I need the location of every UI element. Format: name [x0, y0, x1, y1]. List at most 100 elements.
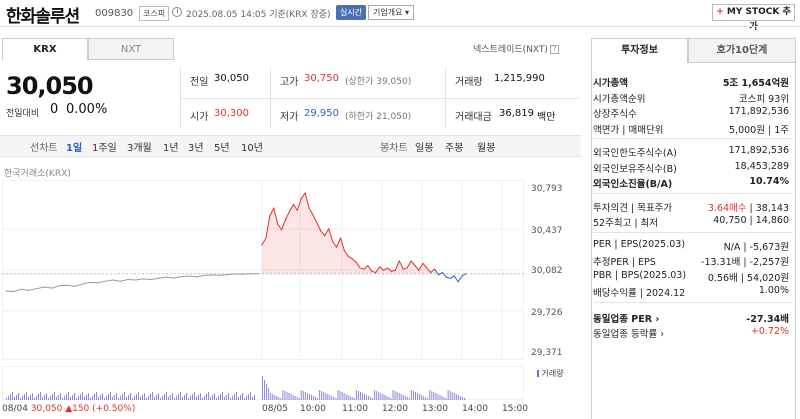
nextrade-label: 넥스트레이드(NXT): [473, 45, 548, 55]
range-3y[interactable]: 3년: [188, 143, 204, 154]
range-1w[interactable]: 1주일: [92, 143, 117, 154]
volume-bar: [98, 397, 99, 400]
series-today-segment: [414, 265, 420, 271]
range-1y[interactable]: 1년: [163, 143, 179, 154]
info-row-value: 171,892,536: [728, 106, 789, 117]
volume-bar: [347, 395, 349, 400]
volume-bar: [114, 395, 115, 400]
volume-bar: [86, 395, 87, 400]
volume-bar: [90, 398, 91, 400]
tab-nxt[interactable]: NXT: [88, 38, 174, 60]
volume-bar: [146, 398, 147, 400]
realtime-button[interactable]: 실시간: [336, 5, 367, 20]
volume-bar: [425, 397, 427, 400]
tab-invest-info[interactable]: 투자정보: [591, 38, 688, 63]
range-10y[interactable]: 10년: [241, 143, 263, 154]
y-tick-label: 30,793: [531, 184, 563, 194]
volume-bar: [394, 391, 396, 400]
volume-bar: [126, 397, 127, 400]
tab-orderbook[interactable]: 호가10단계: [688, 38, 796, 63]
data-point: [35, 288, 38, 290]
series-today-segment: [422, 262, 428, 269]
range-3m[interactable]: 3개월: [127, 143, 152, 154]
volume-bar: [150, 394, 151, 400]
series-today-segment: [398, 260, 404, 270]
series-today-segment: [332, 241, 337, 248]
series-today-segment: [406, 260, 412, 269]
volume-bar: [412, 391, 414, 400]
range-5y[interactable]: 5년: [214, 143, 230, 154]
header-divider: [0, 26, 800, 27]
data-point: [158, 277, 160, 279]
series-today-segment: [387, 267, 392, 272]
volume-bar: [359, 392, 361, 400]
price-chart[interactable]: [2, 180, 524, 360]
volume-bar: [443, 397, 445, 400]
data-point: [211, 274, 213, 276]
candle-monthly[interactable]: 월봉: [477, 143, 496, 154]
x-tick-label: 11:00: [342, 404, 368, 414]
volume-bar: [248, 394, 249, 400]
volume-bar: [288, 393, 290, 400]
volume-bar: [349, 396, 351, 400]
open-label: 시가: [190, 112, 209, 123]
data-point: [402, 268, 404, 270]
series-today-segment: [410, 260, 416, 266]
data-point: [465, 273, 467, 275]
volume-bar: [238, 397, 239, 400]
clock-icon: [172, 7, 182, 17]
info-row: 외국인보유주식수(B) 18,453,289: [593, 161, 793, 175]
info-row-value: 0.56배 | 54,020원: [707, 272, 789, 284]
data-point: [58, 285, 61, 287]
volume-bar: [196, 397, 197, 400]
info-row: 추정PER | EPS -13.31배 | -2,257원: [593, 254, 793, 268]
data-point: [343, 250, 345, 252]
volume-bar: [124, 392, 125, 400]
data-point: [135, 279, 137, 281]
data-point: [461, 275, 463, 277]
target-price: | 38,143: [746, 202, 789, 214]
volume-bar: [106, 396, 107, 400]
data-point: [234, 273, 236, 275]
volume-bar: [429, 390, 431, 400]
data-point: [296, 209, 298, 211]
volume-bar: [202, 398, 203, 400]
series-today-segment: [438, 272, 443, 276]
volume-bar: [353, 398, 355, 400]
volume-chart: [2, 366, 524, 400]
info-row-label: 추정PER | EPS: [593, 257, 656, 268]
help-icon[interactable]: ?: [549, 45, 559, 54]
volume-bar: [84, 397, 85, 400]
corp-overview-dropdown[interactable]: 기업개요 ▾: [368, 5, 414, 20]
data-point: [13, 290, 15, 293]
tab-krx[interactable]: KRX: [2, 38, 88, 60]
add-mystock-button[interactable]: + MY STOCK 추가: [712, 4, 795, 32]
data-point: [89, 281, 91, 283]
candle-weekly[interactable]: 주봉: [445, 143, 464, 154]
data-point: [181, 275, 183, 278]
volume-bar: [34, 398, 35, 400]
volume-bar: [308, 394, 310, 400]
prev-close-value: 30,050: [214, 73, 249, 84]
range-1d[interactable]: 1일: [66, 143, 83, 154]
low-label: 저가: [280, 112, 299, 123]
volume-bar: [453, 393, 455, 400]
volume-bar: [54, 392, 55, 400]
volume-bar: [58, 395, 59, 400]
volume-bar: [368, 396, 370, 400]
volume-bar: [136, 394, 137, 400]
volume-bar: [212, 395, 213, 400]
volume-bar: [292, 395, 294, 400]
candle-daily[interactable]: 일봉: [415, 143, 434, 154]
x-tick-label: 10:00: [300, 404, 326, 414]
data-point: [104, 280, 106, 282]
data-point: [312, 214, 314, 216]
data-point: [453, 275, 455, 277]
info-row-value: 3.64매수 | 38,143: [708, 200, 789, 214]
volume-bar: [198, 395, 199, 400]
data-point: [441, 271, 444, 274]
info-row-value: 1.00%: [758, 285, 789, 296]
volume-bar: [274, 395, 276, 400]
summary-row-divider: [180, 98, 580, 99]
nextrade-link[interactable]: 넥스트레이드(NXT)?: [473, 42, 559, 55]
